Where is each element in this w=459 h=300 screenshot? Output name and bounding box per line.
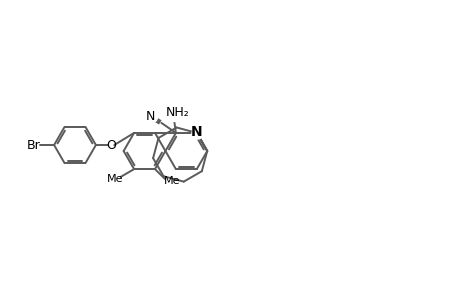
Text: O: O [106, 139, 116, 152]
Text: Br: Br [27, 139, 41, 152]
Text: NH₂: NH₂ [165, 106, 189, 119]
Text: N: N [146, 110, 155, 123]
Text: N: N [190, 125, 202, 139]
Text: Me: Me [106, 174, 123, 184]
Text: Me: Me [163, 176, 180, 186]
